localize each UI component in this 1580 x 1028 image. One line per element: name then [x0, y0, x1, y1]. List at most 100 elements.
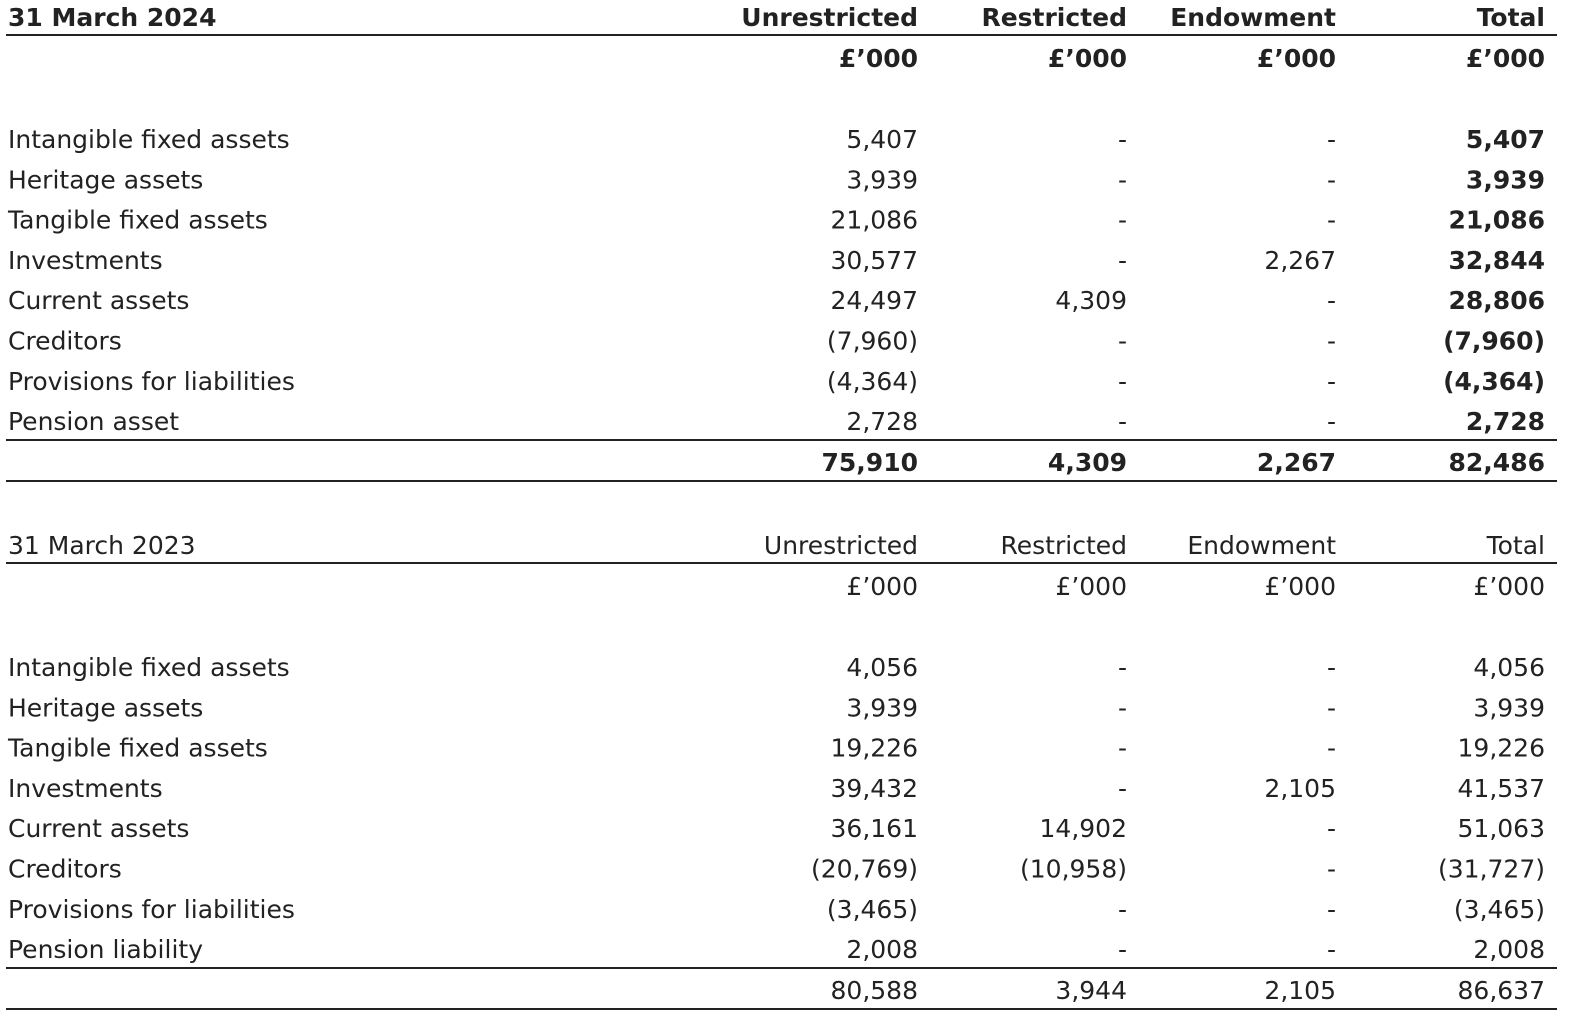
cell-value: (7,960): [827, 327, 918, 356]
cell-value: -: [1327, 407, 1336, 436]
row-label: Investments: [8, 246, 163, 275]
cell-value: -: [1118, 734, 1127, 763]
row-label: Pension asset: [8, 407, 179, 436]
cell-value: 19,226: [1458, 734, 1545, 763]
row-label: Heritage assets: [8, 165, 203, 194]
row-label: Current assets: [8, 286, 189, 315]
cell-value: -: [1327, 734, 1336, 763]
table-title: 31 March 2023: [8, 531, 196, 560]
column-header: Unrestricted: [741, 3, 918, 32]
cell-value: (4,364): [827, 367, 918, 396]
cell-value: 21,086: [1449, 206, 1545, 235]
cell-value: -: [1327, 165, 1336, 194]
row-label: Intangible fixed assets: [8, 125, 290, 154]
cell-value: 5,407: [846, 125, 918, 154]
cell-value: (20,769): [811, 855, 918, 884]
row-label: Heritage assets: [8, 693, 203, 722]
column-header: Total: [1486, 531, 1545, 560]
cell-value: 4,309: [1055, 286, 1127, 315]
cell-value: -: [1118, 935, 1127, 964]
column-unit: £’000: [1257, 44, 1336, 73]
cell-value: -: [1327, 693, 1336, 722]
cell-value: 4,056: [846, 653, 918, 682]
cell-value: 3,939: [846, 165, 918, 194]
cell-value: -: [1327, 855, 1336, 884]
row-label: Creditors: [8, 855, 122, 884]
column-header: Total: [1477, 3, 1545, 32]
column-unit: £’000: [1466, 44, 1545, 73]
cell-value: -: [1327, 286, 1336, 315]
cell-value: -: [1118, 246, 1127, 275]
column-unit: £’000: [846, 572, 918, 601]
cell-value: 2,728: [846, 407, 918, 436]
total-value: 2,267: [1257, 448, 1336, 477]
row-label: Intangible fixed assets: [8, 653, 290, 682]
cell-value: -: [1327, 935, 1336, 964]
cell-value: 3,939: [846, 693, 918, 722]
cell-value: -: [1118, 206, 1127, 235]
cell-value: 28,806: [1449, 286, 1545, 315]
row-label: Investments: [8, 774, 163, 803]
cell-value: (3,465): [1454, 895, 1545, 924]
cell-value: 2,728: [1466, 407, 1545, 436]
cell-value: (7,960): [1443, 327, 1545, 356]
cell-value: (4,364): [1443, 367, 1545, 396]
cell-value: -: [1327, 895, 1336, 924]
total-value: 75,910: [822, 448, 918, 477]
cell-value: 21,086: [831, 206, 918, 235]
cell-value: -: [1327, 206, 1336, 235]
cell-value: (10,958): [1020, 855, 1127, 884]
column-unit: £’000: [1264, 572, 1336, 601]
row-label: Current assets: [8, 814, 189, 843]
cell-value: -: [1118, 693, 1127, 722]
cell-value: -: [1118, 327, 1127, 356]
row-label: Pension liability: [8, 935, 203, 964]
cell-value: -: [1118, 125, 1127, 154]
cell-value: 4,056: [1473, 653, 1545, 682]
column-unit: £’000: [1473, 572, 1545, 601]
cell-value: -: [1118, 367, 1127, 396]
cell-value: -: [1327, 653, 1336, 682]
cell-value: 2,267: [1264, 246, 1336, 275]
cell-value: 30,577: [831, 246, 918, 275]
row-label: Tangible fixed assets: [7, 734, 268, 763]
cell-value: 14,902: [1040, 814, 1127, 843]
cell-value: 51,063: [1458, 814, 1545, 843]
cell-value: 5,407: [1466, 125, 1545, 154]
total-value: 82,486: [1449, 448, 1545, 477]
cell-value: -: [1118, 407, 1127, 436]
cell-value: 2,008: [1473, 935, 1545, 964]
total-value: 4,309: [1048, 448, 1127, 477]
column-header: Endowment: [1187, 531, 1336, 560]
total-value: 80,588: [831, 976, 918, 1005]
column-header: Restricted: [1001, 531, 1127, 560]
cell-value: -: [1327, 327, 1336, 356]
row-label: Provisions for liabilities: [8, 895, 295, 924]
cell-value: 24,497: [831, 286, 918, 315]
cell-value: -: [1327, 814, 1336, 843]
column-unit: £’000: [1055, 572, 1127, 601]
cell-value: 3,939: [1473, 693, 1545, 722]
cell-value: (3,465): [827, 895, 918, 924]
column-unit: £’000: [839, 44, 918, 73]
total-value: 2,105: [1264, 976, 1336, 1005]
row-label: Provisions for liabilities: [8, 367, 295, 396]
cell-value: 3,939: [1466, 165, 1545, 194]
total-value: 3,944: [1055, 976, 1127, 1005]
cell-value: 32,844: [1449, 246, 1545, 275]
cell-value: -: [1118, 165, 1127, 194]
cell-value: 2,008: [846, 935, 918, 964]
column-header: Unrestricted: [764, 531, 918, 560]
cell-value: -: [1118, 653, 1127, 682]
total-value: 86,637: [1458, 976, 1545, 1005]
cell-value: (31,727): [1438, 855, 1545, 884]
cell-value: 39,432: [831, 774, 918, 803]
cell-value: -: [1327, 367, 1336, 396]
column-unit: £’000: [1048, 44, 1127, 73]
column-header: Endowment: [1170, 3, 1336, 32]
row-label: Creditors: [8, 327, 122, 356]
cell-value: -: [1327, 125, 1336, 154]
cell-value: 41,537: [1458, 774, 1545, 803]
table-title: 31 March 2024: [8, 3, 216, 32]
